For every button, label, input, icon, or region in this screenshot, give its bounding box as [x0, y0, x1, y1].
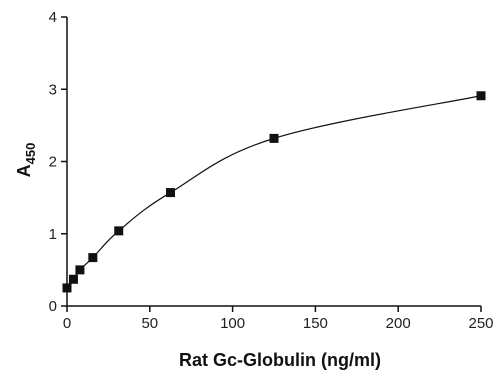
x-tick-label: 150	[303, 315, 328, 332]
x-tick-label: 200	[386, 315, 411, 332]
data-point-marker	[75, 265, 85, 275]
axes: 0 50 100 150 200 250 0 1 2 3 4	[49, 9, 494, 332]
data-point-marker	[269, 133, 279, 143]
x-axis-title: Rat Gc-Globulin (ng/ml)	[179, 350, 381, 370]
fit-curve-layer	[66, 95, 482, 289]
data-point-marker	[88, 253, 98, 263]
y-tick-label: 3	[49, 81, 57, 98]
y-axis-title: A450	[14, 143, 38, 178]
x-tick-label: 100	[220, 315, 245, 332]
data-point-marker	[62, 283, 72, 293]
data-points-layer	[62, 91, 486, 293]
data-point-marker	[114, 226, 124, 236]
data-point-marker	[166, 188, 175, 198]
y-tick-label: 4	[49, 9, 57, 26]
fit-curve-line	[66, 95, 482, 289]
data-point-marker	[476, 91, 486, 101]
x-tick-label: 50	[141, 315, 158, 332]
y-tick-label: 1	[49, 226, 57, 243]
x-tick-label: 0	[63, 315, 71, 332]
x-tick-label: 250	[468, 315, 493, 332]
y-tick-label: 2	[49, 154, 57, 171]
y-axis-title-main: A	[14, 164, 34, 177]
y-axis-title-subscript: 450	[23, 143, 38, 165]
data-point-marker	[68, 274, 78, 284]
y-tick-label: 0	[49, 298, 57, 315]
